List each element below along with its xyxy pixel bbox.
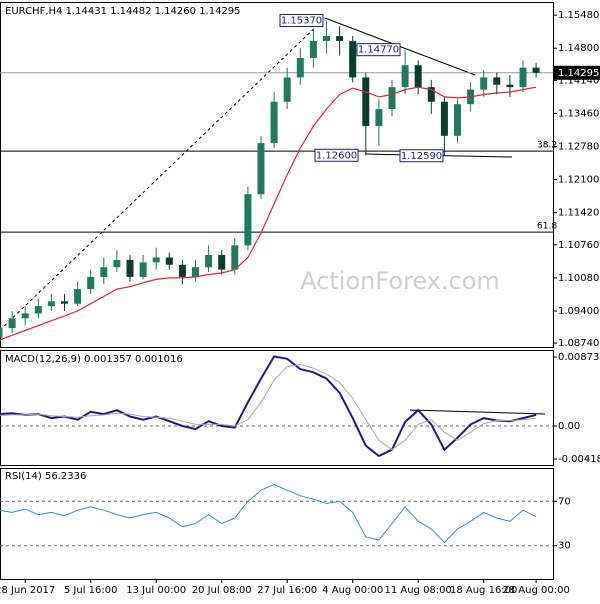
candle-body	[34, 306, 42, 314]
candle-body	[21, 313, 29, 319]
candle-body	[218, 255, 226, 270]
candle-body	[165, 257, 173, 265]
plot-area	[0, 355, 553, 458]
x-tick-label: 28 Jun 2017	[0, 585, 55, 596]
y-tick-label: 0.00	[558, 421, 580, 432]
x-tick-label: 4 Aug 00:00	[322, 585, 383, 596]
candle-body	[401, 65, 409, 88]
price-label-box	[279, 13, 324, 27]
candle-body	[349, 40, 357, 78]
y-tick-label: 1.10760	[558, 240, 599, 251]
trend-line	[409, 409, 546, 415]
y-tick-label: 1.14140	[558, 75, 599, 86]
candle-body	[506, 84, 514, 88]
candle-body	[440, 101, 448, 136]
candle-body	[0, 328, 3, 338]
x-tick-label: 5 Jul 16:00	[64, 585, 118, 596]
fib-label: 61.8	[537, 222, 557, 232]
candle-body	[178, 264, 186, 277]
candle-body	[309, 40, 317, 58]
candle-body	[296, 57, 304, 78]
candle-body	[100, 267, 108, 277]
candle-body	[74, 289, 82, 304]
y-tick-label: 0.008732	[558, 352, 600, 363]
plot-area	[0, 484, 553, 547]
watermark: ActionForex.com	[300, 267, 500, 295]
price-label-box	[356, 43, 401, 57]
rsi-panel	[0, 468, 554, 580]
price-label-box	[399, 149, 444, 163]
candle-body	[532, 67, 540, 73]
candle-body	[480, 77, 488, 90]
candle-body	[139, 262, 147, 277]
candle-body	[388, 87, 396, 110]
y-tick-label: 70	[558, 496, 571, 507]
rsi-title: RSI(14) 56.2336	[5, 471, 86, 482]
price-label: 1.14770	[358, 45, 399, 56]
price-label: 1.12600	[316, 150, 357, 161]
candle-body	[257, 143, 265, 195]
trend-line	[0, 17, 326, 331]
plot-area	[0, 20, 553, 341]
x-tick-label: 28 Aug 00:00	[502, 585, 569, 596]
candle-body	[231, 245, 239, 270]
price-panel	[0, 2, 554, 348]
candle-body	[493, 77, 501, 85]
candle-body	[61, 301, 68, 304]
chart-title: EURCHF,H4 1.14431 1.14482 1.14260 1.1429…	[5, 6, 241, 17]
x-tick-label: 20 Jul 08:00	[192, 585, 252, 596]
x-tick-label: 18 Aug 16:00	[450, 585, 517, 596]
line	[0, 355, 537, 458]
x-tick-label: 27 Jul 16:00	[257, 585, 317, 596]
candle-body	[375, 109, 383, 127]
candle-body	[283, 77, 291, 102]
y-tick-label: -0.004184	[558, 454, 600, 465]
y-tick-label: 1.08740	[558, 338, 599, 349]
candle-body	[519, 67, 527, 88]
macd-title: MACD(12,26,9) 0.001357 0.001016	[5, 354, 183, 365]
line	[0, 484, 537, 544]
line	[0, 86, 537, 341]
candle-body	[205, 255, 213, 268]
candle-body	[8, 318, 16, 329]
price-label: 1.12590	[401, 151, 442, 162]
y-tick-label: 1.14800	[558, 43, 599, 54]
price-label-box	[314, 148, 359, 162]
y-tick-label: 1.15480	[558, 10, 599, 21]
y-tick-label: 1.09400	[558, 306, 599, 317]
candle-body	[126, 259, 134, 277]
candle-body	[362, 77, 370, 127]
y-tick-label: 1.11420	[558, 208, 599, 219]
candle-body	[152, 257, 160, 263]
y-tick-label: 1.13460	[558, 108, 599, 119]
candle-body	[427, 87, 435, 102]
candle-body	[47, 301, 55, 307]
candle-body	[414, 65, 422, 88]
candle-body	[192, 267, 199, 277]
candle-body	[323, 36, 330, 41]
y-tick-label: 1.12100	[558, 175, 599, 186]
y-tick-label: 1.12780	[558, 142, 599, 153]
candle-body	[336, 36, 344, 41]
candle-body	[244, 194, 252, 246]
candle-body	[270, 101, 278, 144]
line	[0, 363, 537, 451]
last-price-label: 1.14295	[558, 68, 599, 79]
y-tick-label: 1.10080	[558, 273, 599, 284]
price-label: 1.15370	[281, 15, 322, 26]
candle-body	[87, 276, 95, 290]
fib-label: 38.2	[537, 141, 557, 151]
x-tick-label: 13 Jul 00:00	[126, 585, 186, 596]
candle-body	[454, 104, 461, 136]
last-price-box	[554, 65, 600, 80]
y-tick-label: 30	[558, 541, 571, 552]
macd-panel	[0, 350, 554, 466]
candle-body	[113, 259, 121, 268]
x-tick-label: 11 Aug 08:00	[384, 585, 451, 596]
